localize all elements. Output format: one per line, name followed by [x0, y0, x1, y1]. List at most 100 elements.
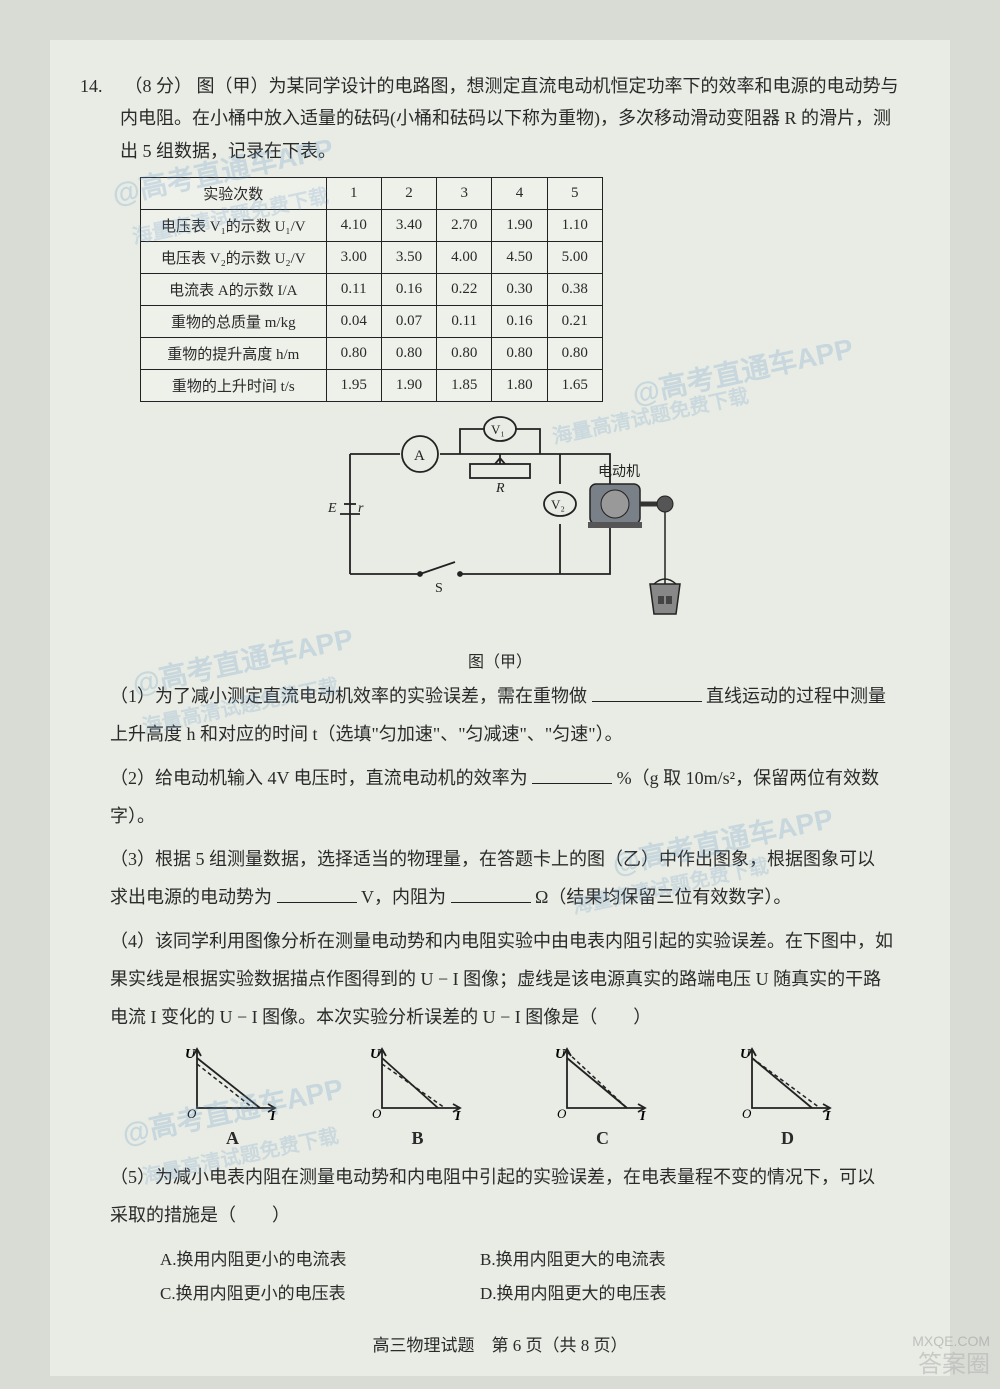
table-cell: 5.00	[547, 242, 602, 274]
table-cell: 4.50	[492, 242, 547, 274]
dash-line	[197, 1064, 253, 1108]
data-table-wrap: 实验次数 1 2 3 4 5 电压表 V₁的示数 U₁/V 4.10 3.40 …	[140, 177, 920, 402]
table-cell: 1.90	[381, 370, 436, 402]
label-r: r	[358, 501, 364, 516]
label-A: A	[414, 448, 425, 464]
subquestion-2: （2）给电动机输入 4V 电压时，直流电动机的效率为 %（g 取 10m/s²，…	[110, 760, 920, 836]
circuit-svg: E r A R V₁ V₂ S	[310, 414, 690, 644]
origin: O	[187, 1106, 197, 1121]
table-cell: 电压表 V₂的示数 U₂/V	[141, 242, 327, 274]
chart-label: A	[185, 1128, 280, 1149]
subq-text: 求出电源的电动势为	[110, 887, 272, 907]
chart-D: U I O D	[740, 1046, 835, 1149]
data-table: 实验次数 1 2 3 4 5 电压表 V₁的示数 U₁/V 4.10 3.40 …	[140, 177, 603, 402]
table-cell: 电流表 A的示数 I/A	[141, 274, 327, 306]
table-cell: 1.85	[437, 370, 492, 402]
table-cell: 1.95	[326, 370, 381, 402]
chart-svg: U I O	[740, 1046, 835, 1121]
question-header: 14. （8 分） 图（甲）为某同学设计的电路图，想测定直流电动机恒定功率下的效…	[80, 70, 920, 167]
axis-x: I	[639, 1109, 646, 1121]
table-header-row: 实验次数 1 2 3 4 5	[141, 178, 603, 210]
table-cell: 1.80	[492, 370, 547, 402]
subquestion-4: （4）该同学利用图像分析在测量电动势和内电阻实验中由电表内阻引起的实验误差。在下…	[110, 923, 920, 1036]
label-E: E	[327, 501, 337, 516]
table-cell: 重物的上升时间 t/s	[141, 370, 327, 402]
subq-text: （1）为了减小测定直流电动机效率的实验误差，需在重物做	[110, 686, 587, 706]
subq-text: 直线运动的过程中测量	[706, 686, 886, 706]
origin: O	[372, 1106, 382, 1121]
question-text: 出 5 组数据，记录在下表。	[120, 141, 336, 161]
subq-text: （3）根据 5 组测量数据，选择适当的物理量，在答题卡上的图（乙）中作出图象，根…	[110, 849, 875, 869]
table-cell: 重物的提升高度 h/m	[141, 338, 327, 370]
dash-line	[382, 1064, 445, 1108]
table-header: 5	[547, 178, 602, 210]
blank	[592, 684, 702, 702]
table-cell: 0.30	[492, 274, 547, 306]
chart-label: B	[370, 1128, 465, 1149]
chart-svg: U I O	[370, 1046, 465, 1121]
question-text: 图（甲）为某同学设计的电路图，想测定直流电动机恒定功率下的效率和电源的电动势与	[197, 76, 899, 96]
table-row: 电压表 V₁的示数 U₁/V 4.10 3.40 2.70 1.90 1.10	[141, 210, 603, 242]
subq-text: V，内阻为	[361, 887, 446, 907]
option-D: D.换用内阻更大的电压表	[480, 1277, 667, 1311]
table-cell: 1.65	[547, 370, 602, 402]
option-A: A.换用内阻更小的电流表	[160, 1243, 480, 1277]
solid-line	[382, 1058, 438, 1108]
axis-y: U	[555, 1047, 566, 1062]
origin: O	[557, 1106, 567, 1121]
options: A.换用内阻更小的电流表 B.换用内阻更大的电流表 C.换用内阻更小的电压表 D…	[160, 1243, 920, 1311]
table-cell: 电压表 V₁的示数 U₁/V	[141, 210, 327, 242]
question-number: 14.	[80, 70, 120, 102]
motor-icon: 电动机	[588, 464, 680, 614]
table-cell: 0.21	[547, 306, 602, 338]
table-cell: 0.22	[437, 274, 492, 306]
table-cell: 0.80	[437, 338, 492, 370]
subq-text: 上升高度 h 和对应的时间 t（选填"匀加速"、"匀减速"、"匀速"）。	[110, 724, 623, 744]
table-cell: 重物的总质量 m/kg	[141, 306, 327, 338]
chart-label: C	[555, 1128, 650, 1149]
axis-y: U	[740, 1047, 751, 1062]
table-header: 4	[492, 178, 547, 210]
table-header: 实验次数	[141, 178, 327, 210]
subq-text: （4）该同学利用图像分析在测量电动势和内电阻实验中由电表内阻引起的实验误差。在下…	[110, 931, 893, 951]
table-header: 2	[381, 178, 436, 210]
table-row: 电流表 A的示数 I/A 0.11 0.16 0.22 0.30 0.38	[141, 274, 603, 306]
chart-label: D	[740, 1128, 835, 1149]
chart-svg: U I O	[185, 1046, 280, 1121]
subquestion-5: （5）为减小电表内阻在测量电动势和内电阻中引起的实验误差，在电表量程不变的情况下…	[110, 1159, 920, 1235]
table-cell: 2.70	[437, 210, 492, 242]
chart-svg: U I O	[555, 1046, 650, 1121]
label-R: R	[495, 481, 505, 496]
table-cell: 0.16	[492, 306, 547, 338]
chart-A: U I O A	[185, 1046, 280, 1149]
circuit-diagram: E r A R V₁ V₂ S	[80, 414, 920, 672]
blank	[532, 766, 612, 784]
question-text: 内电阻。在小桶中放入适量的砝码(小桶和砝码以下称为重物)，多次移动滑动变阻器 R…	[120, 108, 891, 128]
table-cell: 4.10	[326, 210, 381, 242]
table-cell: 0.80	[326, 338, 381, 370]
table-cell: 3.50	[381, 242, 436, 274]
axis-x: I	[824, 1109, 831, 1121]
subq-text: 字）。	[110, 806, 155, 826]
table-cell: 1.90	[492, 210, 547, 242]
exam-page: @高考直通车APP 海量高清试题免费下载 @高考直通车APP 海量高清试题免费下…	[50, 40, 950, 1376]
blank	[277, 885, 357, 903]
table-header: 1	[326, 178, 381, 210]
subquestion-3: （3）根据 5 组测量数据，选择适当的物理量，在答题卡上的图（乙）中作出图象，根…	[110, 841, 920, 917]
option-B: B.换用内阻更大的电流表	[480, 1243, 666, 1277]
table-cell: 0.80	[547, 338, 602, 370]
table-cell: 3.40	[381, 210, 436, 242]
subq-text: Ω（结果均保留三位有效数字）。	[535, 887, 791, 907]
subq-text: 果实线是根据实验数据描点作图得到的 U − I 图像；虚线是该电源真实的路端电压…	[110, 969, 881, 989]
table-cell: 0.80	[492, 338, 547, 370]
table-header: 3	[437, 178, 492, 210]
chart-C: U I O C	[555, 1046, 650, 1149]
table-cell: 3.00	[326, 242, 381, 274]
subq-text: （5）为减小电表内阻在测量电动势和内电阻中引起的实验误差，在电表量程不变的情况下…	[110, 1167, 875, 1187]
solid-line	[752, 1058, 812, 1108]
table-row: 重物的上升时间 t/s 1.95 1.90 1.85 1.80 1.65	[141, 370, 603, 402]
label-S: S	[435, 581, 443, 596]
table-cell: 0.11	[326, 274, 381, 306]
axis-x: I	[269, 1109, 276, 1121]
table-cell: 0.16	[381, 274, 436, 306]
